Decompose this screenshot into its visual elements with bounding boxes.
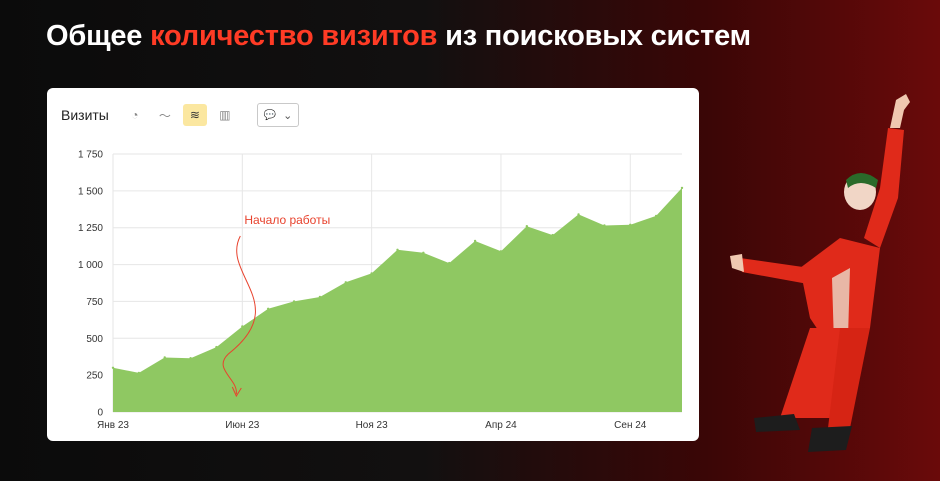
comments-dropdown[interactable]: 💬 ⌄ xyxy=(256,103,299,127)
data-point xyxy=(473,239,477,243)
area-chart-button[interactable]: ≋ xyxy=(182,104,207,126)
x-tick-label: Июн 23 xyxy=(225,420,260,431)
data-point xyxy=(241,325,244,328)
data-point xyxy=(551,233,554,237)
card-header: Визиты ◔ 〜 ≋ ▥ 💬 ⌄ xyxy=(61,103,299,127)
annotation-arrowhead xyxy=(231,386,242,398)
title-part-1: Общее xyxy=(46,20,151,52)
data-point xyxy=(525,225,529,228)
data-point xyxy=(499,250,503,253)
data-point xyxy=(654,214,658,218)
data-point xyxy=(396,248,399,252)
y-tick-label: 1 250 xyxy=(78,223,103,234)
pie-chart-icon: ◔ xyxy=(131,108,139,122)
bar-chart-button[interactable]: ▥ xyxy=(213,104,237,126)
data-point xyxy=(266,307,270,310)
title-highlight: количество визитов xyxy=(150,20,438,52)
y-tick-label: 250 xyxy=(86,371,103,382)
data-point xyxy=(137,371,141,375)
y-tick-label: 1 000 xyxy=(78,260,103,271)
visits-area-series xyxy=(113,187,682,412)
comment-icon: 💬 xyxy=(263,109,276,121)
page-title: Общее количество визитов из поисковых си… xyxy=(46,20,751,53)
y-tick-label: 1 500 xyxy=(78,186,103,197)
line-chart-icon: 〜 xyxy=(158,108,171,123)
y-tick-label: 0 xyxy=(97,408,103,419)
data-point xyxy=(370,272,373,275)
y-tick-label: 500 xyxy=(86,334,103,345)
data-point xyxy=(163,356,166,359)
annotation-arrow xyxy=(222,235,256,395)
data-point xyxy=(318,295,322,299)
data-point xyxy=(422,251,425,254)
x-tick-label: Апр 24 xyxy=(485,420,517,431)
data-point xyxy=(577,213,580,216)
joker-figure-image xyxy=(730,94,910,452)
data-point xyxy=(448,261,451,265)
line-chart-button[interactable]: 〜 xyxy=(153,104,177,126)
data-point xyxy=(111,366,115,369)
chevron-down-icon: ⌄ xyxy=(283,109,293,122)
title-part-2: из поисковых систем xyxy=(437,20,751,52)
y-tick-label: 750 xyxy=(86,297,103,308)
data-point xyxy=(215,345,218,349)
x-tick-label: Ноя 23 xyxy=(356,420,389,431)
data-point xyxy=(629,223,632,226)
data-point xyxy=(189,356,192,360)
area-chart-icon: ≋ xyxy=(189,108,200,122)
y-tick-label: 1 750 xyxy=(78,150,103,161)
visits-chart: 0 250 500 750 1 000 1 250 1 500 1 750 Янв 23 Июн … xyxy=(78,150,684,431)
annotation-label: Начало работы xyxy=(244,213,330,227)
x-tick-label: Сен 24 xyxy=(614,420,647,431)
data-point xyxy=(292,300,296,303)
x-tick-label: Янв 23 xyxy=(97,420,129,431)
data-point xyxy=(680,186,684,190)
data-point xyxy=(344,281,347,284)
card-title: Визиты xyxy=(61,107,109,123)
pie-chart-button[interactable]: ◔ xyxy=(123,104,147,126)
data-point xyxy=(603,224,606,227)
bar-chart-icon: ▥ xyxy=(219,108,231,122)
visits-card: 0 250 500 750 1 000 1 250 1 500 1 750 Янв 23 Июн … xyxy=(47,88,699,441)
